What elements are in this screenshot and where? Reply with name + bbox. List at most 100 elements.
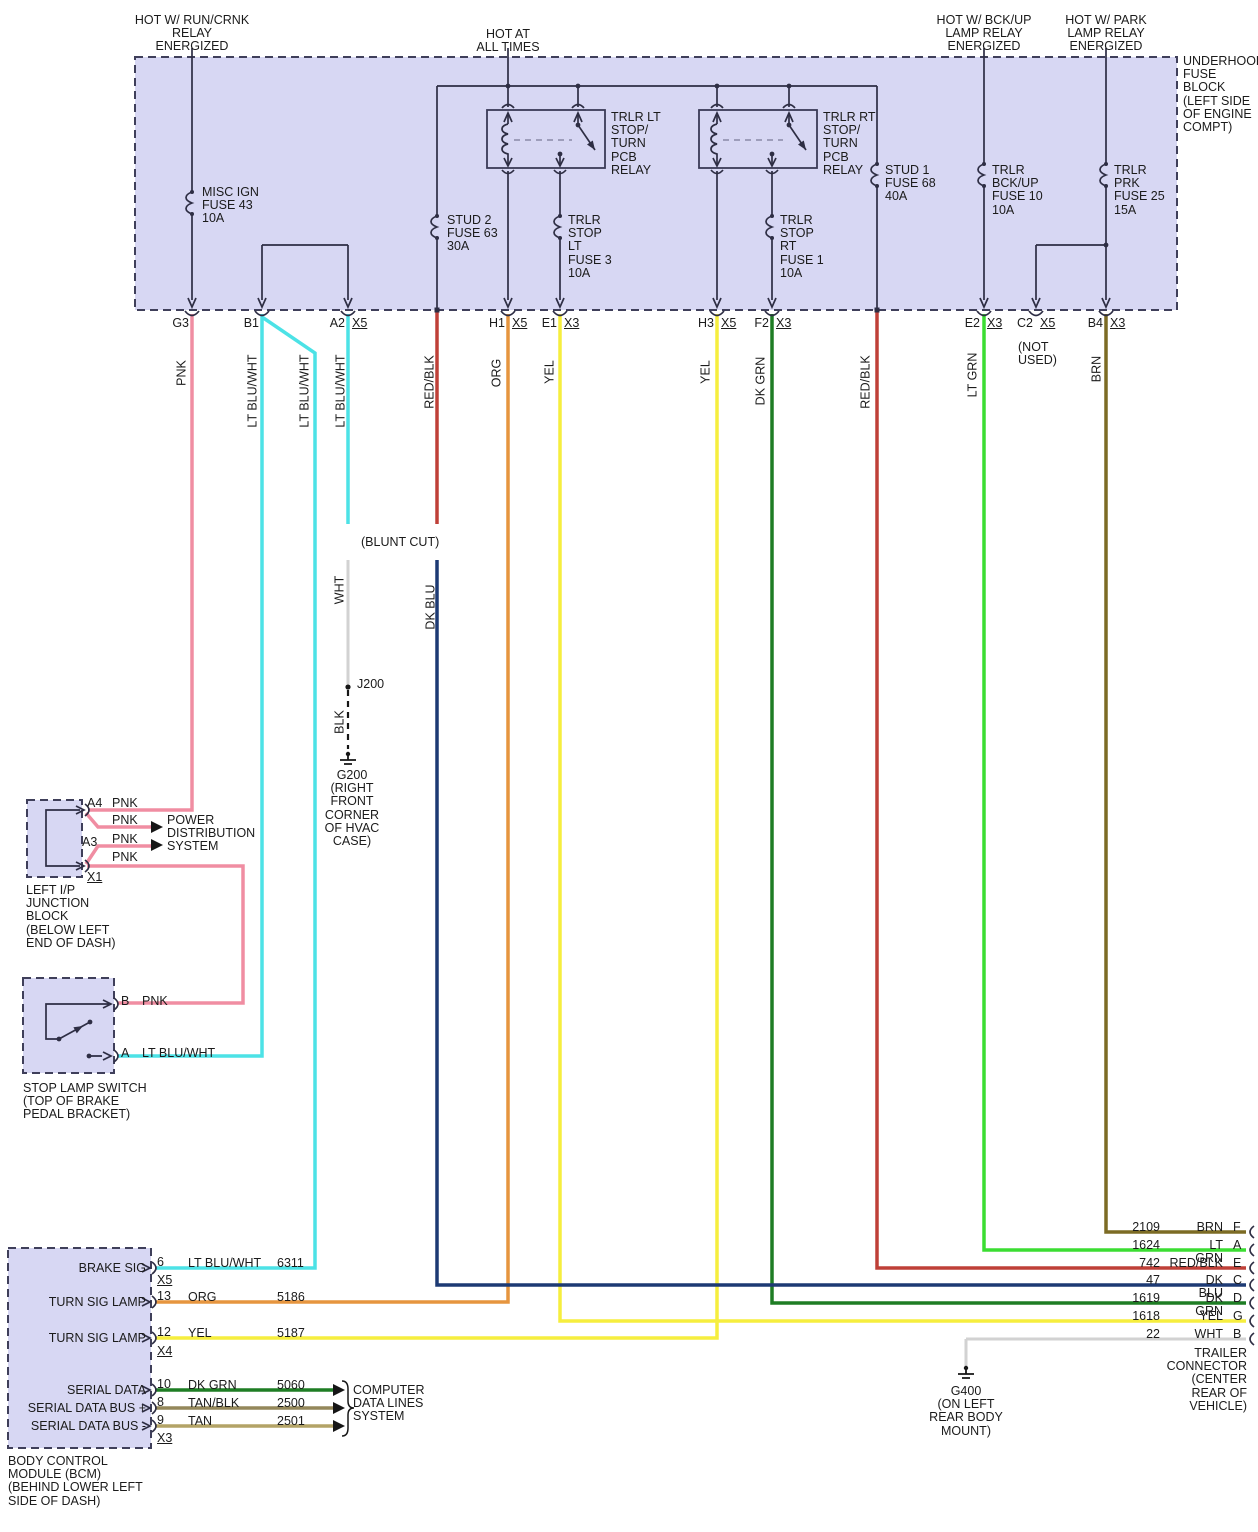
wire-label-lt-blu-wht: LT BLU/WHT bbox=[297, 354, 312, 428]
header-park-lamp-relay: HOT W/ PARK LAMP RELAY ENERGIZED bbox=[1065, 13, 1147, 54]
g400-ground-icon bbox=[958, 1365, 974, 1379]
bcm-wire-color: TAN/BLK bbox=[188, 1396, 240, 1410]
stop-lamp-switch-internal bbox=[45, 997, 119, 1063]
trailer-pin-letter: A bbox=[1233, 1238, 1242, 1252]
wire-label-blk: BLK bbox=[332, 710, 347, 734]
data-line-arrow-icon bbox=[333, 1384, 345, 1396]
wire-brn bbox=[1104, 314, 1246, 1234]
data-line-arrow-icon bbox=[333, 1402, 345, 1414]
fuse-trlr-stop-lt-label: TRLR STOP LT FUSE 3 10A bbox=[568, 213, 612, 280]
pin-f2: F2 bbox=[754, 316, 769, 330]
junction-wire-pnk: PNK bbox=[112, 796, 138, 810]
trailer-circuit: 1619 bbox=[1132, 1291, 1160, 1305]
wire-label-org: ORG bbox=[489, 358, 504, 388]
wire-label-wht: WHT bbox=[332, 575, 347, 605]
pin-b4: B4 bbox=[1087, 316, 1103, 330]
relay-rt-label: TRLR RT STOP/ TURN PCB RELAY bbox=[823, 110, 876, 177]
stop-switch-pin-b: B bbox=[121, 994, 130, 1008]
wires bbox=[84, 310, 1246, 1428]
relay-coil-icon bbox=[501, 123, 718, 157]
trailer-circuit: 1624 bbox=[1132, 1238, 1160, 1252]
pin-socket-arcs bbox=[184, 310, 1114, 317]
stop-switch-wire-lt-blu-wht: LT BLU/WHT bbox=[142, 1046, 216, 1060]
wire-dk-blu bbox=[435, 560, 1246, 1287]
trailer-wire-color: WHT bbox=[1194, 1327, 1223, 1341]
trailer-pin-letter: C bbox=[1233, 1273, 1243, 1287]
relay-leads bbox=[507, 86, 807, 300]
data-line-arrow-icon bbox=[333, 1420, 345, 1432]
trailer-wire-color: LT GRN bbox=[1195, 1238, 1223, 1266]
bcm-row-label: BRAKE SIG bbox=[78, 1261, 146, 1275]
bcm-circuit-number: 5186 bbox=[277, 1290, 305, 1304]
junction-block-internal bbox=[45, 803, 90, 873]
fuse-trlr-bck-up-label: TRLR BCK/UP FUSE 10 10A bbox=[992, 163, 1043, 217]
bcm-wire-color: ORG bbox=[188, 1290, 217, 1304]
pin-e1: E1 bbox=[541, 316, 557, 330]
g200-ground-icon bbox=[340, 751, 356, 765]
trailer-wire-color: BRN bbox=[1196, 1220, 1223, 1234]
wire-wht bbox=[346, 560, 1246, 1366]
wire-org bbox=[155, 314, 510, 1304]
wire-label-yel: YEL bbox=[542, 360, 557, 384]
j200-splice-dot bbox=[345, 684, 351, 690]
pin-e2-ref: X3 bbox=[987, 316, 1003, 330]
bcm-wire-color: TAN bbox=[188, 1414, 213, 1428]
bcm-row-label: TURN SIG LAMP bbox=[48, 1295, 146, 1309]
bcm-row-label: TURN SIG LAMP bbox=[48, 1331, 146, 1345]
computer-data-brace bbox=[341, 1380, 355, 1437]
computer-data-lines-note: COMPUTER DATA LINES SYSTEM bbox=[353, 1383, 425, 1424]
trailer-wire-color: RED/BLK bbox=[1169, 1256, 1224, 1270]
fuse-trlr-prk-label: TRLR PRK FUSE 25 15A bbox=[1114, 163, 1165, 217]
wire-label-pnk: PNK bbox=[174, 360, 189, 386]
junction-ref-x1: X1 bbox=[87, 870, 103, 884]
relay-lt-label: TRLR LT STOP/ TURN PCB RELAY bbox=[611, 110, 661, 177]
bcm-wire-color: LT BLU/WHT bbox=[188, 1256, 262, 1270]
wire-label-brn: BRN bbox=[1089, 355, 1104, 383]
relay-arrow-icons bbox=[503, 110, 794, 168]
pin-f2-ref: X3 bbox=[776, 316, 792, 330]
header-hot-at-all-times: HOT AT ALL TIMES bbox=[476, 27, 540, 55]
pin-h3-ref: X5 bbox=[721, 316, 737, 330]
bcm-wire-color: YEL bbox=[188, 1326, 212, 1340]
pin-a2-ref: X5 bbox=[352, 316, 368, 330]
trailer-pin-letter: F bbox=[1233, 1220, 1241, 1234]
power-distribution-note: POWER DISTRIBUTION SYSTEM bbox=[167, 813, 256, 854]
junction-wire-pnk: PNK bbox=[112, 832, 138, 846]
trailer-circuit: 47 bbox=[1146, 1273, 1160, 1287]
pin-arrow-icons bbox=[187, 297, 1111, 310]
bcm-pin-number: 9 bbox=[157, 1413, 164, 1427]
bcm-row-label: SERIAL DATA bbox=[67, 1383, 146, 1397]
fuse-misc-ign-label: MISC IGN FUSE 43 10A bbox=[202, 185, 259, 226]
wire-lt-blu-wht bbox=[117, 314, 350, 1270]
blade-arrow-icons bbox=[73, 140, 806, 1034]
junction-wire-pnk: PNK bbox=[112, 813, 138, 827]
stop-switch-wire-pnk: PNK bbox=[142, 994, 168, 1008]
bcm-circuit-number: 5187 bbox=[277, 1326, 305, 1340]
bcm-circuit-number: 2500 bbox=[277, 1396, 305, 1410]
fuse-block-caption: UNDERHOOD FUSE BLOCK (LEFT SIDE OF ENGIN… bbox=[1183, 54, 1258, 135]
bcm-connector-ref: X4 bbox=[157, 1344, 173, 1358]
bcm-pin-number: 12 bbox=[157, 1325, 171, 1339]
bcm-panel bbox=[7, 1247, 152, 1449]
junction-block-panel bbox=[26, 799, 83, 878]
pin-a2: A2 bbox=[329, 316, 345, 330]
bcm-pin-symbols bbox=[141, 1261, 157, 1433]
relay-rt-box bbox=[698, 109, 818, 169]
bcm-pin-number: 10 bbox=[157, 1377, 171, 1391]
fuse-symbols bbox=[185, 163, 1109, 239]
fuse-trlr-stop-rt-label: TRLR STOP RT FUSE 1 10A bbox=[780, 213, 824, 280]
pin-g3: G3 bbox=[172, 316, 189, 330]
bcm-circuit-number: 2501 bbox=[277, 1414, 305, 1428]
wire-label-red-blk: RED/BLK bbox=[858, 355, 873, 409]
trailer-connector-arcs bbox=[1249, 1225, 1255, 1346]
relay-edge-arcs bbox=[501, 103, 796, 175]
wire-label-red-blk: RED/BLK bbox=[422, 355, 437, 409]
bcm-connector-ref: X3 bbox=[157, 1431, 173, 1445]
bcm-wire-color: DK GRN bbox=[188, 1378, 237, 1392]
relay-lt-box bbox=[486, 109, 606, 169]
trailer-circuit: 2109 bbox=[1132, 1220, 1160, 1234]
feed-lines bbox=[191, 48, 1107, 310]
wire-label-lt-blu-wht: LT BLU/WHT bbox=[333, 354, 348, 428]
